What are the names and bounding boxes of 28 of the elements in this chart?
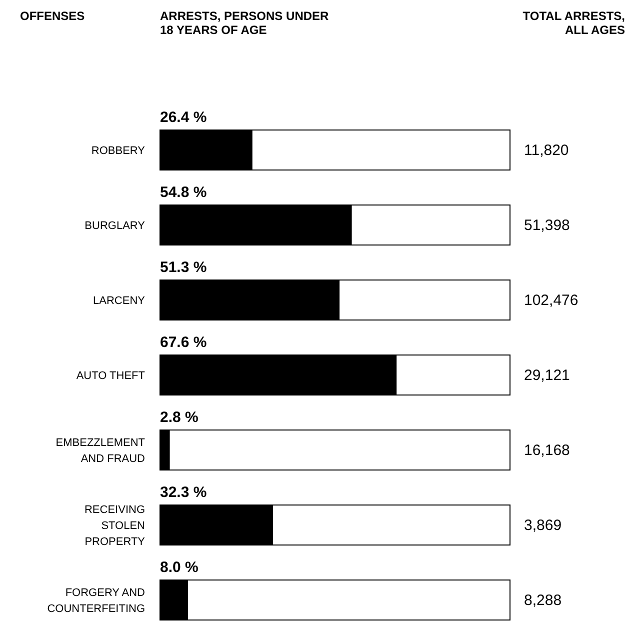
data-label: 67.6 % xyxy=(160,334,207,351)
bar xyxy=(160,580,188,620)
bar xyxy=(160,130,252,170)
text: 102,476 xyxy=(524,292,578,309)
text: 8,288 xyxy=(524,592,562,609)
data-label: 54.8 % xyxy=(160,184,207,201)
data-label: 2.8 % xyxy=(160,409,198,426)
text: 11,820 xyxy=(524,142,569,159)
text: ARRESTS, PERSONS UNDER 18 YEARS OF AGE xyxy=(160,9,330,37)
bar xyxy=(160,505,274,545)
y-tick-label: LARCENY xyxy=(93,295,146,307)
text: OFFENSES xyxy=(20,9,85,23)
text: 29,121 xyxy=(524,367,570,384)
text: TOTAL ARRESTS, ALL AGES xyxy=(522,9,625,37)
text: 16,168 xyxy=(524,442,570,459)
bar xyxy=(160,430,170,470)
y-tick-label: AUTO THEFT xyxy=(76,370,146,382)
y-tick-label: EMBEZZLEMENT AND FRAUD xyxy=(56,437,146,465)
y-tick-label: BURGLARY xyxy=(84,220,146,232)
y-tick-label: ROBBERY xyxy=(91,145,146,157)
data-label: 51.3 % xyxy=(160,259,207,276)
data-label: 26.4 % xyxy=(160,109,207,126)
data-label: 8.0 % xyxy=(160,559,198,576)
data-label: 32.3 % xyxy=(160,484,207,501)
y-tick-label: FORGERY AND COUNTERFEITING xyxy=(47,587,146,615)
text: 3,869 xyxy=(524,517,562,534)
y-tick-label: RECEIVING STOLEN PROPERTY xyxy=(84,504,146,548)
text: 51,398 xyxy=(524,217,570,234)
